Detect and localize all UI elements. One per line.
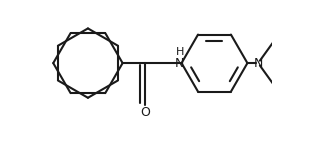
Text: N: N: [175, 57, 184, 70]
Text: O: O: [140, 106, 150, 119]
Text: N: N: [254, 57, 263, 70]
Text: H: H: [176, 47, 184, 57]
